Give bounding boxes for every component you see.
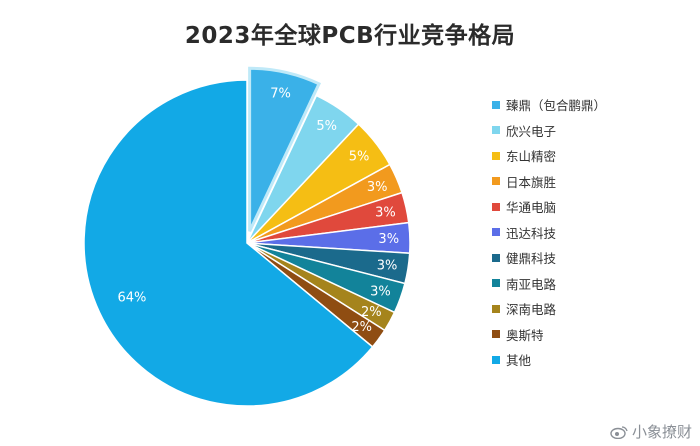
slice-value-label-4: 3% <box>375 206 396 221</box>
legend-label: 其他 <box>506 353 532 369</box>
legend-swatch <box>492 100 500 109</box>
pie-slice-0 <box>248 66 322 232</box>
pie-slice-10 <box>83 79 374 407</box>
legend-item-4: 华通电脑 <box>492 194 692 220</box>
legend-label: 健鼎科技 <box>506 251 557 267</box>
legend-item-8: 深南电路 <box>492 296 692 322</box>
legend-label: 奥斯特 <box>506 327 544 343</box>
legend-swatch <box>492 279 500 288</box>
slice-value-label-5: 3% <box>378 232 399 247</box>
legend-item-3: 日本旗胜 <box>492 169 692 195</box>
slice-value-label-6: 3% <box>377 259 398 274</box>
legend-swatch <box>492 330 500 339</box>
chart-legend: 臻鼎（包合鹏鼎） 欣兴电子东山精密日本旗胜华通电脑迅达科技健鼎科技南亚电路深南电路… <box>492 92 692 373</box>
slice-value-label-8: 2% <box>361 305 382 320</box>
watermark-text: 小象撩财 <box>631 423 692 441</box>
legend-swatch <box>492 228 500 237</box>
legend-item-7: 南亚电路 <box>492 271 692 297</box>
legend-label: 迅达科技 <box>506 225 557 241</box>
legend-item-1: 欣兴电子 <box>492 118 692 144</box>
legend-swatch <box>492 177 500 186</box>
legend-swatch <box>492 253 500 262</box>
legend-label: 东山精密 <box>506 149 557 165</box>
legend-label: 华通电脑 <box>506 200 557 216</box>
legend-label: 深南电路 <box>506 302 557 318</box>
slice-value-label-0: 7% <box>270 86 291 101</box>
weibo-icon <box>610 425 628 439</box>
legend-swatch <box>492 355 500 364</box>
slice-value-label-3: 3% <box>367 180 388 195</box>
legend-label: 欣兴电子 <box>506 123 557 139</box>
legend-swatch <box>492 304 500 313</box>
legend-item-10: 其他 <box>492 347 692 373</box>
chart-title: 2023年全球PCB行业竞争格局 <box>184 23 516 49</box>
legend-swatch <box>492 202 500 211</box>
slice-value-label-2: 5% <box>349 150 370 165</box>
legend-item-9: 奥斯特 <box>492 322 692 348</box>
legend-item-2: 东山精密 <box>492 143 692 169</box>
slice-value-label-1: 5% <box>316 119 337 134</box>
slice-value-label-10: 64% <box>118 291 147 306</box>
legend-item-6: 健鼎科技 <box>492 245 692 271</box>
legend-swatch <box>492 151 500 160</box>
legend-label: 南亚电路 <box>506 276 557 292</box>
legend-item-5: 迅达科技 <box>492 220 692 246</box>
legend-label: 臻鼎（包合鹏鼎） <box>506 98 607 114</box>
legend-swatch <box>492 126 500 135</box>
legend-label: 日本旗胜 <box>506 174 557 190</box>
legend-item-0: 臻鼎（包合鹏鼎） <box>492 92 692 118</box>
slice-value-label-7: 3% <box>370 285 391 300</box>
watermark: 小象撩财 <box>610 421 692 442</box>
slice-value-label-9: 2% <box>351 320 372 335</box>
